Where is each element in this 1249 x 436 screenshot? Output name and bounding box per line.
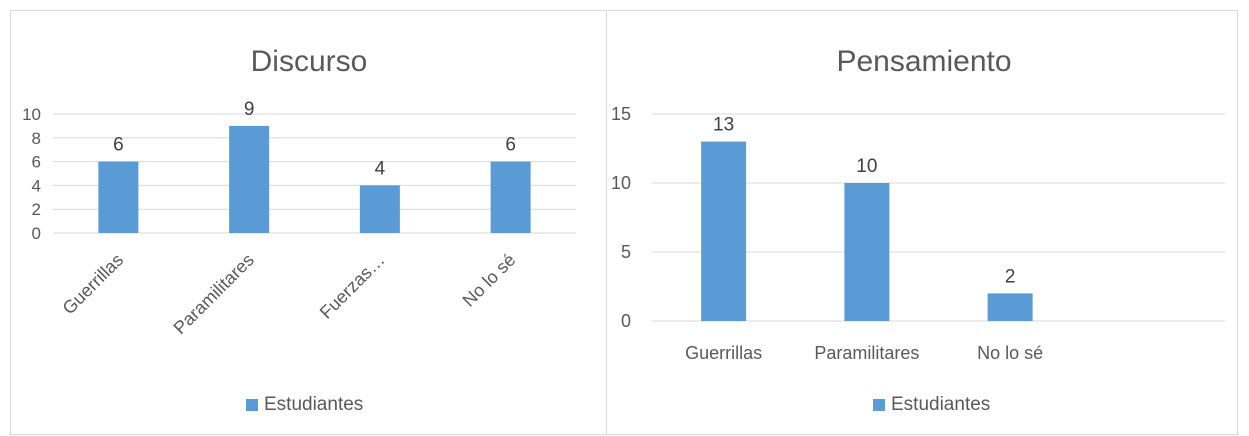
bar (229, 125, 270, 233)
bar (490, 161, 531, 233)
y-tick-label: 10 (611, 173, 631, 193)
y-tick-label: 5 (621, 242, 631, 262)
bar (359, 185, 400, 233)
x-tick-label: No lo sé (977, 343, 1043, 363)
chart-discurso: Discurso Estudiantes 0 2 4 6 8 10 6 Guerrillas 9… (10, 10, 607, 435)
legend-label: Estudiantes (264, 394, 363, 415)
y-tick-label: 4 (32, 176, 41, 195)
legend-swatch (246, 399, 258, 411)
bar (844, 183, 890, 321)
y-tick-label: 10 (22, 105, 41, 124)
y-tick-label: 2 (32, 200, 41, 219)
x-tick-label: Guerrillas (685, 343, 762, 363)
bar (701, 141, 747, 321)
x-tick-label: No lo sé (459, 250, 520, 311)
data-label: 9 (244, 99, 255, 120)
x-tick-label: Guerrillas (59, 250, 128, 319)
chart-title: Discurso (251, 45, 368, 78)
legend-swatch (873, 399, 885, 411)
y-tick-label: 0 (32, 224, 41, 243)
data-label: 6 (505, 135, 516, 156)
chart-title: Pensamiento (836, 45, 1011, 78)
y-tick-label: 15 (611, 104, 631, 124)
legend-label: Estudiantes (891, 394, 990, 415)
y-tick-label: 8 (32, 129, 41, 148)
data-label: 6 (113, 135, 124, 156)
bar (98, 161, 139, 233)
x-tick-label: Fuerzas… (316, 250, 389, 323)
bar (987, 293, 1033, 321)
x-tick-label: Paramilitares (170, 250, 258, 338)
data-label: 10 (856, 156, 877, 177)
x-tick-label: Paramilitares (814, 343, 919, 363)
data-label: 4 (375, 158, 386, 179)
data-label: 13 (713, 115, 734, 136)
chart-pensamiento-svg: Pensamiento Estudiantes 0 5 10 15 13 Guerrill… (611, 45, 1225, 415)
y-tick-label: 6 (32, 153, 41, 172)
chart-pensamiento: Pensamiento Estudiantes 0 5 10 15 13 Guerrill… (606, 10, 1238, 435)
y-tick-label: 0 (621, 311, 631, 331)
data-label: 2 (1005, 266, 1016, 287)
chart-discurso-svg: Discurso Estudiantes 0 2 4 6 8 10 6 Guerrillas 9… (22, 45, 576, 415)
